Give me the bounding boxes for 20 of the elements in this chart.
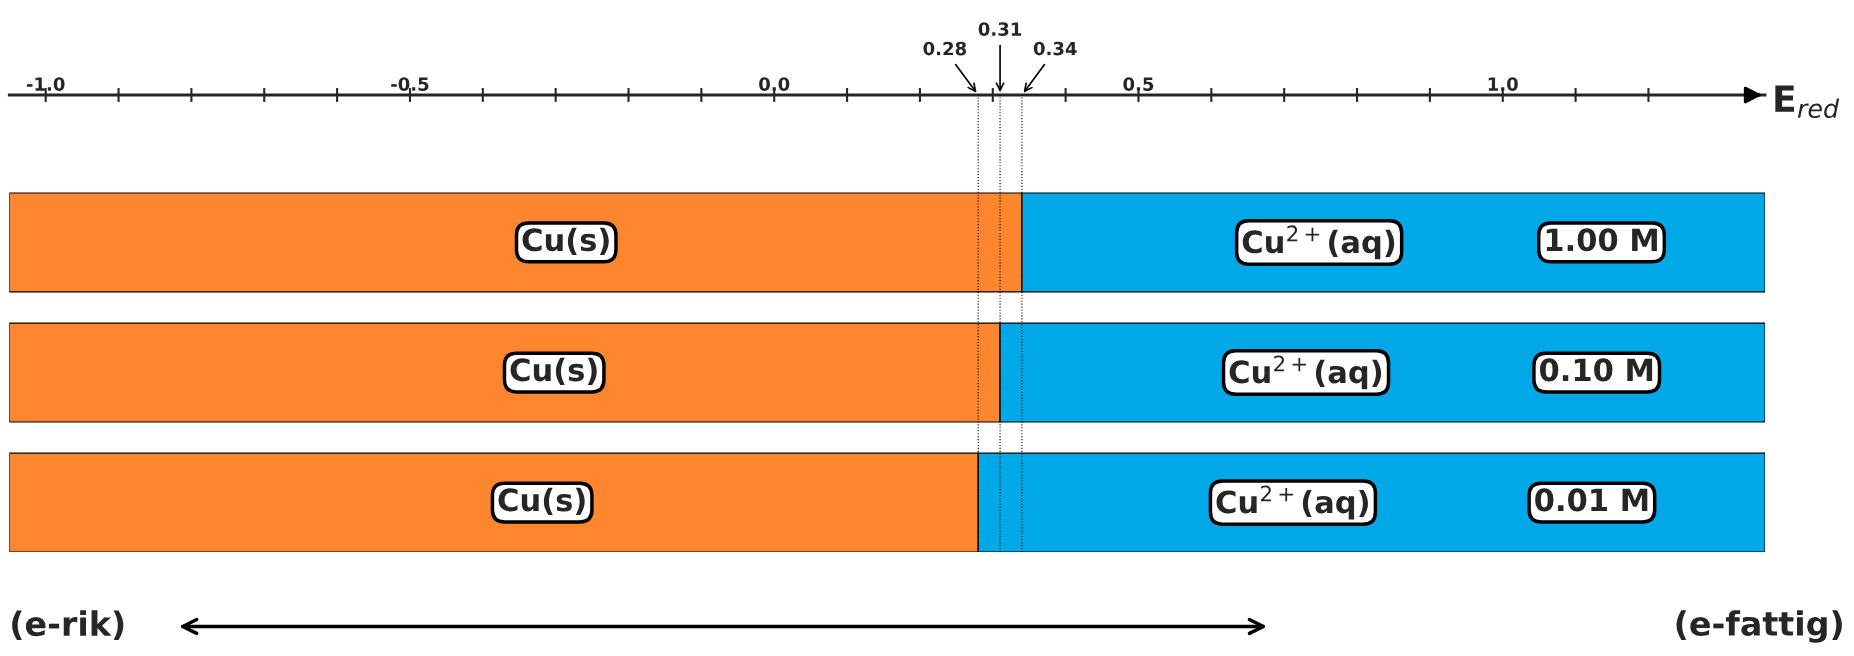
ref-line-label: 0.28 (923, 41, 967, 56)
text: Cu(s) (498, 487, 585, 516)
text: Cu$^{2+}$(aq) (1216, 485, 1368, 520)
y-tick-label: 0.10 M (1539, 358, 1653, 382)
series-label: Cu$^{2+}$(aq) (1229, 355, 1382, 390)
y-tick-label: 0.01 M (1535, 488, 1648, 512)
y-tick-label: 1.00 M (1546, 228, 1657, 252)
x-tick-label: 0.5 (1123, 77, 1154, 91)
x-tick-label: 0.0 (759, 77, 790, 91)
text: Cu$^{2+}$(aq) (1242, 225, 1395, 260)
x-tick-label: -0.5 (391, 77, 429, 91)
ref-line-label: 0.34 (1033, 41, 1077, 56)
ref-line-label: 0.31 (978, 22, 1022, 36)
text: (e-fattig) (1676, 610, 1842, 643)
x-tick-label: 1.0 (1488, 77, 1518, 91)
series-label: Cu(s) (510, 357, 597, 385)
x-axis-title: E$_{red}$ (1775, 85, 1840, 119)
text: Cu(s) (522, 227, 609, 255)
text: (e-rik) (12, 610, 124, 641)
x-tick-label: -1.0 (26, 77, 65, 91)
